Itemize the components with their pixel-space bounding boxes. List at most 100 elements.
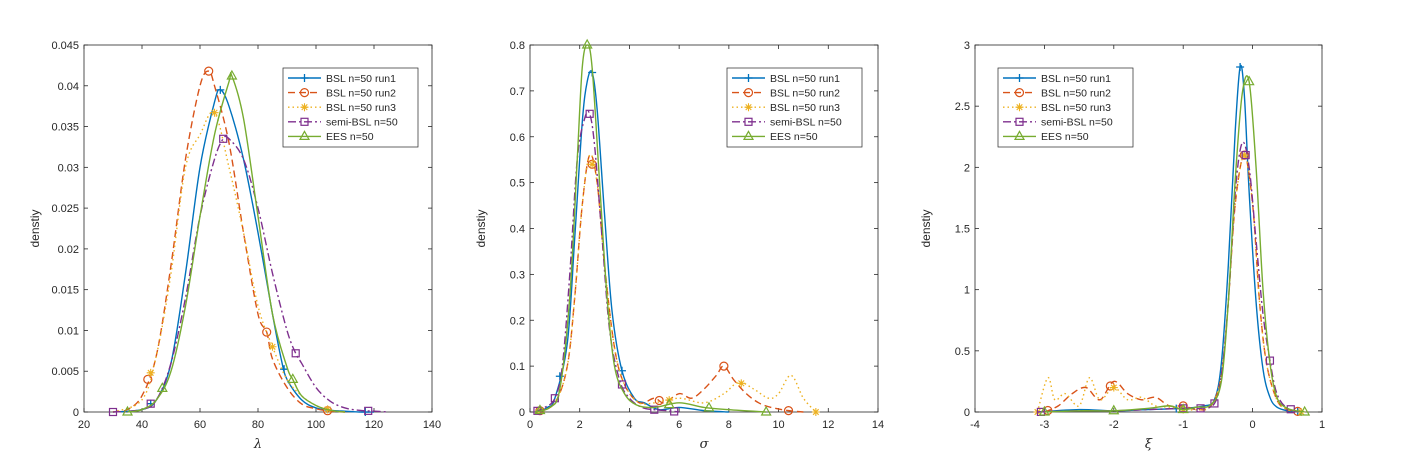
series-4 [533, 109, 680, 416]
legend-label: BSL n=50 run2 [1041, 87, 1111, 99]
data-point [1196, 404, 1205, 413]
data-point [219, 134, 228, 143]
data-point [588, 160, 597, 169]
y-tick-label: 0.025 [51, 203, 79, 215]
series-5 [121, 69, 346, 416]
legend: BSL n=50 run1 BSL n=50 run2 BSL n=50 run3 s… [282, 67, 419, 148]
legend-label: BSL n=50 run1 [1041, 73, 1111, 85]
data-point [1108, 404, 1120, 415]
legend-label: BSL n=50 run3 [1041, 102, 1111, 114]
legend-item: BSL n=50 run2 [288, 87, 396, 99]
chart-panel-2: 0 2 4 6 8 10 12 14 0 0.1 0.2 0.3 0.4 0.5 0.6 0.7 0.8 σ den… [474, 38, 884, 452]
legend-marker [1013, 130, 1026, 140]
y-tick-label: 0.2 [510, 315, 525, 327]
y-tick-label: 0.01 [58, 325, 79, 337]
series-line [112, 70, 346, 413]
legend-marker [744, 74, 753, 82]
data-point [1038, 405, 1050, 416]
x-tick-label: 0 [527, 419, 533, 431]
legend-marker [742, 130, 755, 140]
data-point [1236, 63, 1245, 72]
y-tick-label: 0.4 [510, 224, 525, 236]
data-point [287, 373, 299, 383]
legend-item: BSL n=50 run3 [732, 102, 840, 114]
legend-item: EES n=50 [288, 130, 374, 143]
legend-label: BSL n=50 run3 [770, 102, 840, 114]
data-point [581, 38, 593, 49]
data-point [783, 406, 794, 416]
data-point [1109, 383, 1118, 392]
x-tick-label: 1 [1319, 419, 1325, 431]
legend: BSL n=50 run1 BSL n=50 run2 BSL n=50 run3 s… [997, 67, 1134, 148]
series-line [1036, 154, 1302, 413]
y-tick-label: 0.6 [510, 132, 525, 144]
y-tick-label: 0.7 [510, 86, 525, 98]
y-tick-label: 0.3 [510, 269, 525, 281]
x-axis-label: λ [253, 437, 262, 452]
legend-item: BSL n=50 run1 [732, 73, 840, 85]
x-axis-label: σ [700, 437, 710, 452]
data-point [146, 368, 155, 377]
legend-item: semi-BSL n=50 [288, 117, 398, 129]
legend-label: BSL n=50 run1 [326, 73, 396, 85]
legend-label: EES n=50 [326, 131, 374, 143]
x-tick-label: 20 [78, 419, 90, 431]
legend-marker [299, 87, 310, 98]
x-tick-label: 40 [136, 419, 148, 431]
data-point [663, 398, 675, 409]
legend-marker [744, 117, 753, 126]
x-tick-label: 80 [252, 419, 264, 431]
series-line [112, 135, 389, 413]
y-axis-label: denstiy [919, 209, 933, 247]
data-point [204, 66, 214, 76]
legend-label: semi-BSL n=50 [326, 117, 398, 129]
series-4 [108, 134, 389, 417]
data-point [268, 342, 277, 351]
legend-label: EES n=50 [770, 131, 818, 143]
x-tick-label: 0 [1250, 419, 1256, 431]
legend-marker [300, 117, 309, 126]
data-point [1240, 151, 1249, 160]
series-line [537, 153, 804, 413]
legend-marker [743, 87, 754, 98]
y-tick-label: 0.02 [58, 244, 79, 256]
data-point [291, 349, 300, 358]
legend-item: BSL n=50 run1 [288, 73, 396, 85]
legend-label: BSL n=50 run1 [770, 73, 840, 85]
y-tick-label: 0.03 [58, 162, 79, 174]
series-line [534, 110, 680, 413]
legend-item: BSL n=50 run2 [1003, 87, 1111, 99]
x-tick-label: 10 [772, 419, 784, 431]
chart-panel-1: 20 40 60 80 100 120 140 0 0.005 0.01 0.015 0.02 0.02… [28, 40, 441, 452]
series-line [127, 71, 346, 413]
data-point [121, 405, 134, 416]
legend-marker [1015, 74, 1024, 82]
legend-label: semi-BSL n=50 [1041, 117, 1113, 129]
legend-item: semi-BSL n=50 [732, 117, 842, 129]
legend-marker [1014, 87, 1025, 98]
legend-marker [300, 103, 309, 112]
legend-item: BSL n=50 run2 [732, 87, 840, 99]
y-tick-label: 3 [964, 40, 970, 52]
x-tick-label: 6 [676, 419, 682, 431]
data-point [210, 108, 219, 117]
x-tick-label: 14 [872, 419, 884, 431]
x-tick-label: 140 [423, 419, 441, 431]
data-point [1177, 403, 1189, 414]
y-tick-label: 0.035 [51, 122, 79, 134]
legend-label: EES n=50 [1041, 131, 1089, 143]
data-point [1286, 405, 1295, 414]
series-line [1044, 75, 1305, 413]
data-point [1241, 151, 1250, 160]
x-tick-label: 100 [307, 419, 325, 431]
y-tick-label: 0 [73, 407, 79, 419]
legend-item: BSL n=50 run1 [1003, 73, 1111, 85]
x-tick-label: -4 [970, 419, 980, 431]
legend-marker [1015, 103, 1024, 112]
data-point [534, 404, 546, 415]
y-tick-label: 0 [519, 407, 525, 419]
y-tick-label: 0.005 [51, 366, 79, 378]
x-tick-label: 2 [577, 419, 583, 431]
x-tick-label: 60 [194, 419, 206, 431]
